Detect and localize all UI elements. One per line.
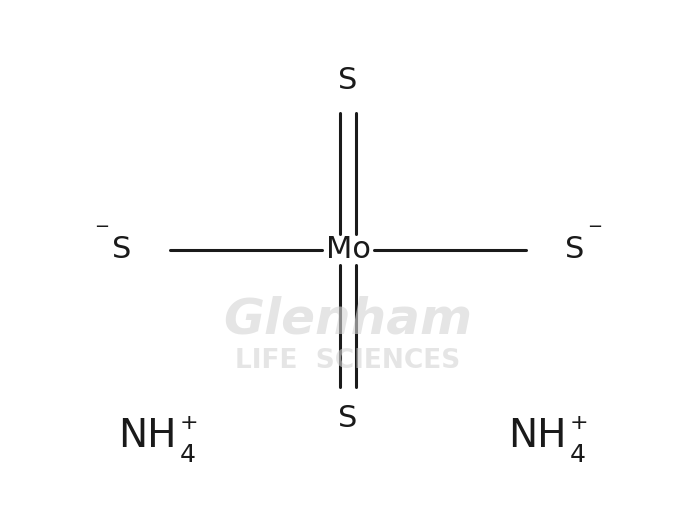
Text: −: − [587, 218, 602, 236]
Text: Glenham: Glenham [223, 296, 473, 344]
Text: S: S [112, 235, 131, 264]
Text: LIFE  SCIENCES: LIFE SCIENCES [235, 348, 461, 374]
Text: 4: 4 [569, 443, 585, 467]
Text: +: + [569, 413, 588, 433]
Text: 4: 4 [180, 443, 196, 467]
Text: NH: NH [118, 417, 177, 455]
Text: Mo: Mo [326, 235, 370, 264]
Text: +: + [180, 413, 198, 433]
Text: −: − [94, 218, 109, 236]
Text: NH: NH [508, 417, 567, 455]
Text: S: S [565, 235, 584, 264]
Text: S: S [338, 405, 358, 433]
Text: S: S [338, 66, 358, 95]
